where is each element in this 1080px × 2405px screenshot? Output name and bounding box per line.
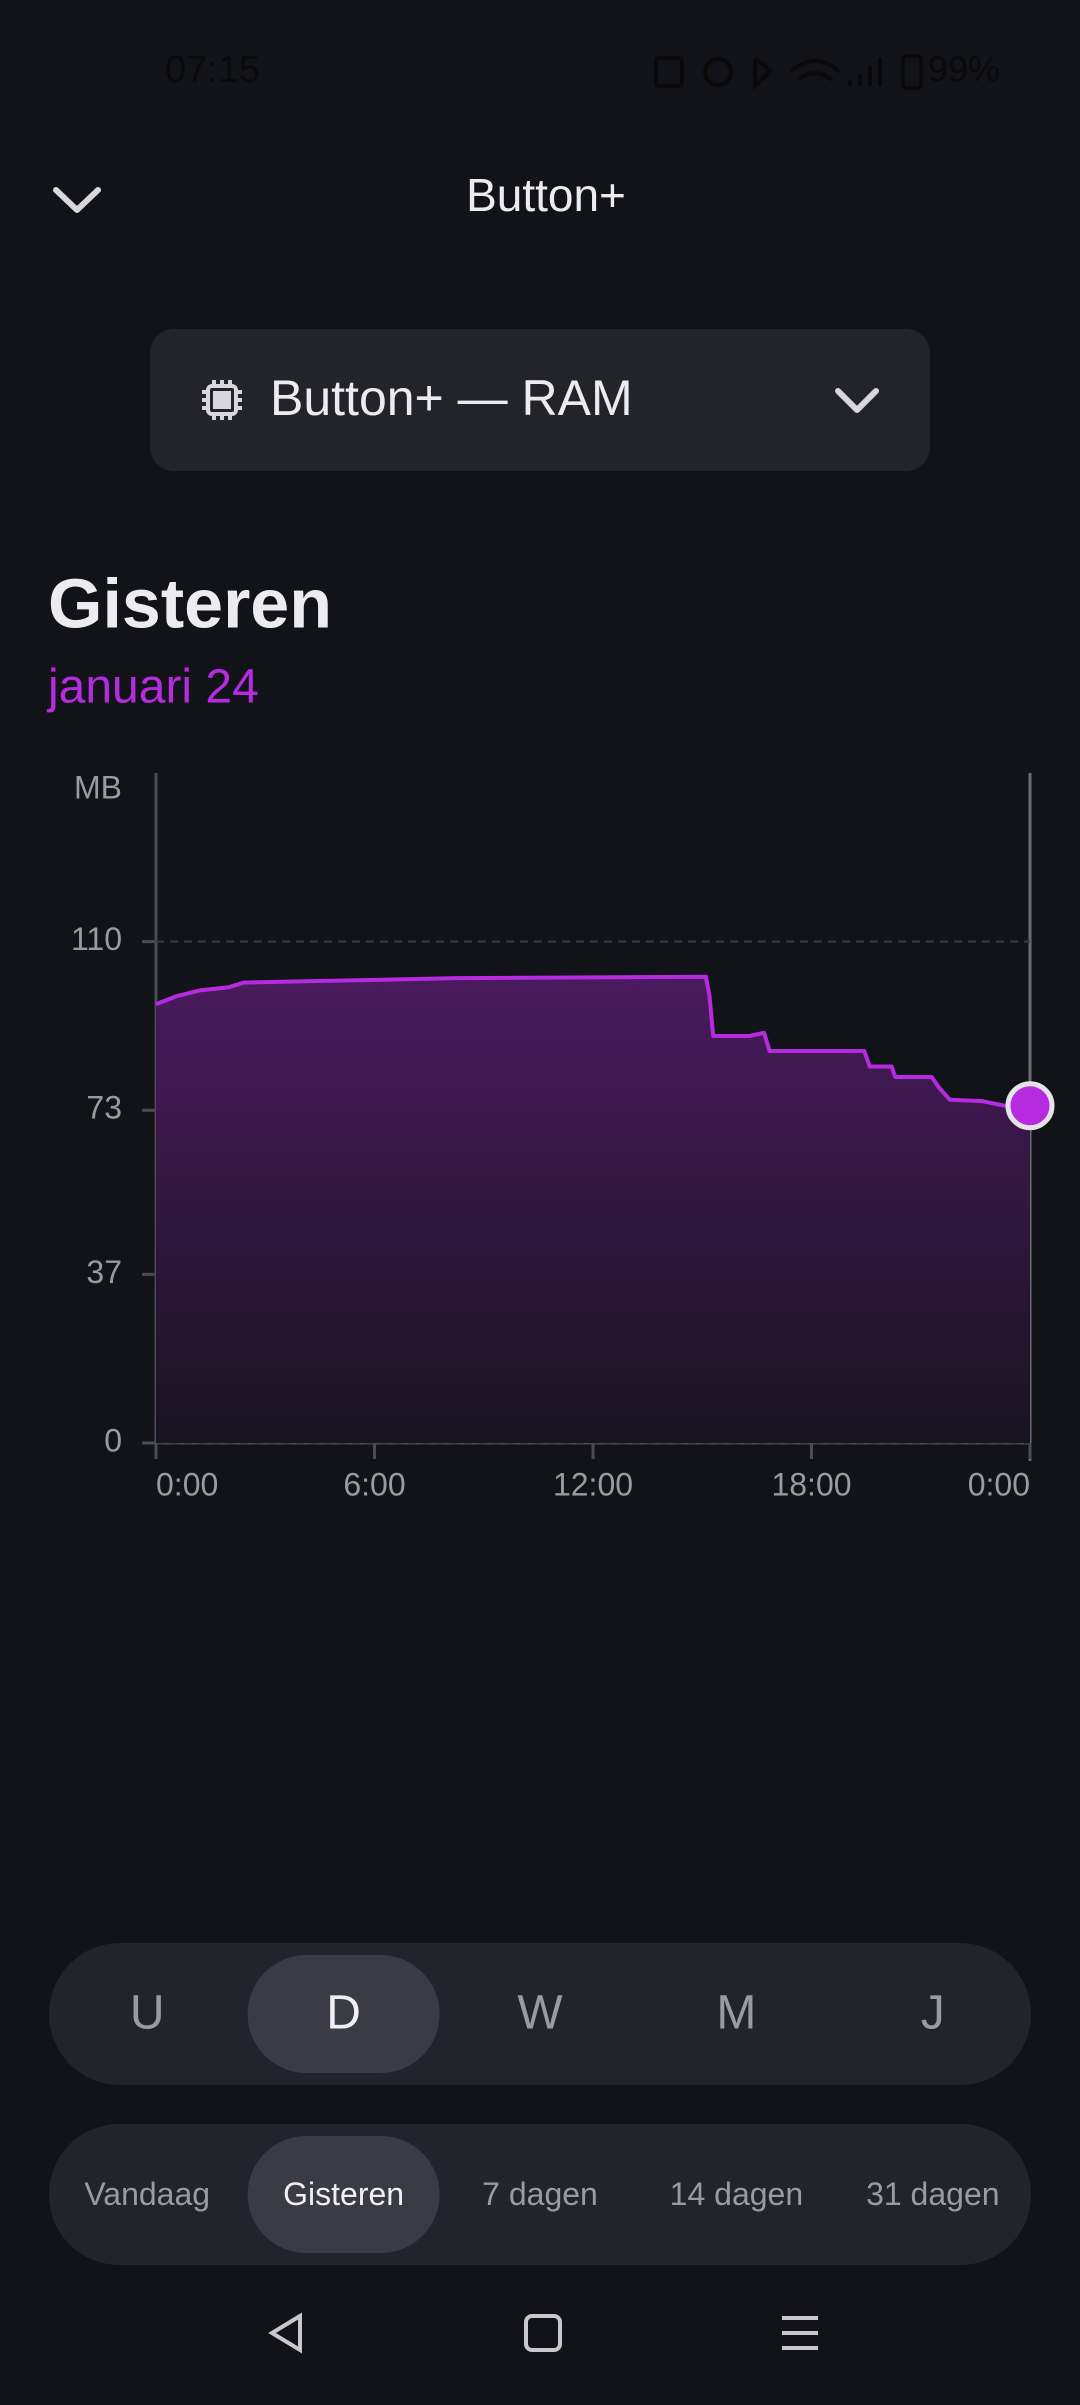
header-title: Button+ xyxy=(466,169,626,221)
x-tick-label: 0:00 xyxy=(968,1466,1030,1502)
day-date: januari 24 xyxy=(46,661,259,714)
day-title: Gisteren xyxy=(48,564,332,642)
status-battery: 99% xyxy=(928,49,1000,90)
y-tick-label: 73 xyxy=(86,1090,122,1126)
controls: U D W M J Vandaag Gisteren 7 dagen 14 dagen 31 da… xyxy=(84,1955,1000,2253)
area-fill xyxy=(156,976,1030,1443)
chart: MB 0 37 73 110 0:00 6:00 12:00 18:00 0:00 xyxy=(71,769,1055,1502)
nav-home[interactable] xyxy=(524,2314,562,2352)
period-option[interactable]: 31 dagen xyxy=(866,2176,999,2212)
period-selected[interactable] xyxy=(247,2136,440,2253)
metric-selector[interactable] xyxy=(150,329,930,471)
nav-recents[interactable] xyxy=(782,2316,818,2350)
granularity-selected[interactable] xyxy=(247,1955,440,2073)
chip-icon xyxy=(202,380,242,420)
selector-label: Button+ — RAM xyxy=(270,370,633,426)
collapse-button[interactable] xyxy=(53,187,101,213)
granularity-option[interactable]: W xyxy=(517,1987,563,2040)
granularity-option[interactable]: J xyxy=(921,1987,945,2040)
x-tick-label: 0:00 xyxy=(156,1466,218,1502)
status-icons xyxy=(654,54,923,91)
x-tick-label: 12:00 xyxy=(553,1466,633,1502)
y-axis-label: MB xyxy=(74,769,122,805)
period-option[interactable]: Vandaag xyxy=(84,2176,210,2212)
x-tick-label: 18:00 xyxy=(771,1466,851,1502)
period-option[interactable]: Gisteren xyxy=(283,2176,404,2212)
x-tick-label: 6:00 xyxy=(343,1466,405,1502)
selector-chevron xyxy=(835,388,879,413)
current-point xyxy=(1005,1081,1055,1131)
period-option[interactable]: 14 dagen xyxy=(670,2176,803,2212)
nav-bar xyxy=(268,2312,818,2354)
y-tick-label: 0 xyxy=(104,1422,122,1458)
line xyxy=(155,974,1030,1108)
y-tick-label: 37 xyxy=(86,1254,122,1290)
y-tick-label: 110 xyxy=(71,921,122,957)
granularity-option[interactable]: M xyxy=(716,1987,756,2040)
nav-back[interactable] xyxy=(268,2312,302,2354)
granularity-option[interactable]: D xyxy=(326,1987,361,2040)
status-time: 07:15 xyxy=(165,49,260,91)
period-option[interactable]: 7 dagen xyxy=(482,2176,598,2212)
granularity-option[interactable]: U xyxy=(130,1987,165,2040)
